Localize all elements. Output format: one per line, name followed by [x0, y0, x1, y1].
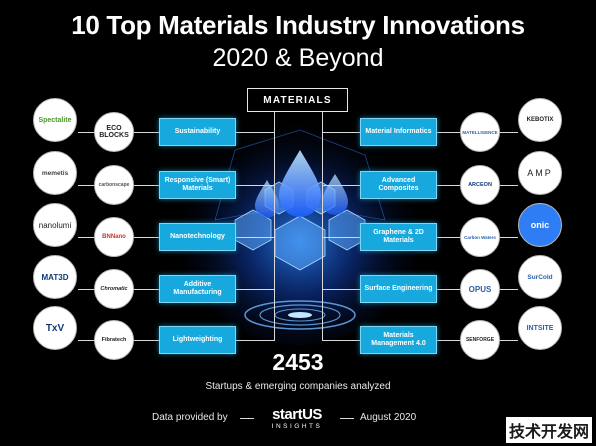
connector-line	[500, 289, 518, 290]
innovation-responsive-materials: Responsive (Smart) Materials	[159, 171, 236, 199]
connector-line	[322, 132, 360, 133]
connector-line	[236, 289, 274, 290]
connector-line	[322, 237, 360, 238]
connector-line	[500, 185, 518, 186]
page-title: 10 Top Materials Industry Innovations	[71, 10, 525, 40]
startup-logo: INTSITE	[518, 306, 562, 350]
category-box: MATERIALS	[247, 88, 348, 112]
innovation-sustainability: Sustainability	[159, 118, 236, 146]
startus-insights-logo: startUS INSIGHTS	[258, 402, 336, 434]
innovation-materials-management: Materials Management 4.0	[360, 326, 437, 354]
connector-line	[236, 185, 274, 186]
connector-line	[500, 237, 518, 238]
startup-count-caption: Startups & emerging companies analyzed	[205, 381, 391, 392]
startup-logo: MATELLIGENCE	[460, 112, 500, 152]
startup-logo: KEBOTIX	[518, 98, 562, 142]
connector-line	[236, 237, 274, 238]
startup-logo: ARCEON	[460, 165, 500, 205]
logo-sub-text: INSIGHTS	[271, 422, 323, 430]
startup-logo: MAT3D	[33, 255, 77, 299]
startup-logo: nanolumi	[33, 203, 77, 247]
startup-logo: carbonscape	[94, 165, 134, 205]
innovation-additive-manufacturing: Additive Manufacturing	[159, 275, 236, 303]
connector-line	[134, 185, 160, 186]
startup-logo: onic	[518, 203, 562, 247]
connector-line	[436, 185, 460, 186]
data-provided-by-label: Data provided by	[152, 412, 228, 423]
startup-logo: Carbon Waters	[460, 217, 500, 257]
logo-main-text: startUS	[272, 405, 322, 423]
startup-logo: TxV	[33, 306, 77, 350]
connector-line	[436, 237, 460, 238]
connector-line	[78, 132, 94, 133]
watermark: 技术开发网	[505, 417, 592, 443]
innovation-lightweighting: Lightweighting	[159, 326, 236, 354]
connector-line	[236, 132, 274, 133]
innovation-graphene-2d: Graphene & 2D Materials	[360, 223, 437, 251]
connector-line	[436, 340, 460, 341]
connector-line	[322, 340, 360, 341]
startup-logo: Fibratech	[94, 320, 134, 360]
startup-logo: AMP	[518, 151, 562, 195]
footer-divider	[240, 418, 254, 419]
startup-count: 2453	[272, 349, 324, 375]
startup-logo: SurCold	[518, 255, 562, 299]
innovation-material-informatics: Material Informatics	[360, 118, 437, 146]
connector-line	[500, 132, 518, 133]
connector-line	[134, 289, 160, 290]
connector-line	[78, 340, 94, 341]
startup-logo: ECO BLOCKS	[94, 112, 134, 152]
connector-line	[322, 289, 360, 290]
connector-line	[134, 340, 160, 341]
connector-line	[134, 237, 160, 238]
footer-divider	[340, 418, 354, 419]
connector-line	[500, 340, 518, 341]
connector-line	[274, 112, 275, 341]
connector-line	[436, 289, 460, 290]
startup-logo: OPUS	[460, 269, 500, 309]
page-subtitle: 2020 & Beyond	[212, 44, 384, 72]
connector-line	[78, 289, 94, 290]
connector-line	[436, 132, 460, 133]
startup-logo: memetis	[33, 151, 77, 195]
innovation-advanced-composites: Advanced Composites	[360, 171, 437, 199]
startup-logo: Spectalite	[33, 98, 77, 142]
startup-logo: Chromatic	[94, 269, 134, 309]
innovation-surface-engineering: Surface Engineering	[360, 275, 437, 303]
connector-line	[78, 237, 94, 238]
connector-line	[134, 132, 160, 133]
connector-line	[78, 185, 94, 186]
connector-line	[236, 340, 274, 341]
innovation-nanotechnology: Nanotechnology	[159, 223, 236, 251]
connector-line	[322, 112, 323, 341]
startup-logo: SENFORGE	[460, 320, 500, 360]
footer-date: August 2020	[360, 412, 417, 423]
startup-logo: BNNano	[94, 217, 134, 257]
connector-line	[322, 185, 360, 186]
